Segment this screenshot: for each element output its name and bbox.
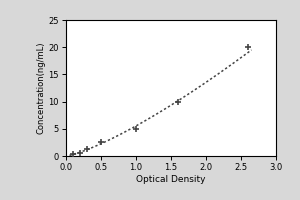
X-axis label: Optical Density: Optical Density (136, 175, 206, 184)
Y-axis label: Concentration(ng/mL): Concentration(ng/mL) (37, 42, 46, 134)
